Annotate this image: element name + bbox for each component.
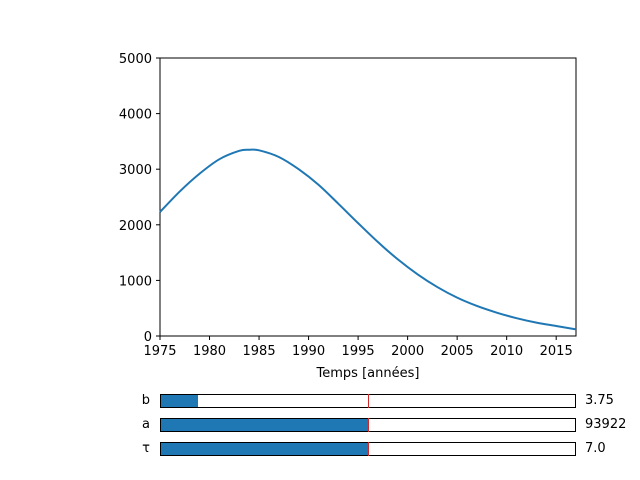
x-tick-label: 2015 [540, 344, 573, 359]
y-tick-label: 4000 [119, 108, 152, 123]
slider-tau[interactable]: τ 7.0 [0, 442, 640, 456]
plot-area [159, 57, 577, 337]
slider-b-track[interactable] [160, 394, 576, 408]
slider-tau-initial-marker [368, 442, 369, 456]
line-chart: 1975 1980 1985 1990 1995 2000 2005 2010 2015 0 10… [119, 52, 577, 381]
slider-b-value: 3.75 [585, 393, 614, 408]
slider-a-value: 93922 [585, 417, 627, 432]
slider-tau-track[interactable] [160, 442, 576, 456]
x-tick-label: 1995 [342, 344, 375, 359]
y-tick-label: 0 [144, 330, 152, 345]
slider-b-fill [161, 395, 199, 407]
x-tick-label: 2010 [490, 344, 523, 359]
x-tick-label: 1975 [143, 344, 176, 359]
slider-a-fill [161, 419, 368, 431]
slider-b-label: b [141, 393, 150, 408]
slider-tau-fill [161, 443, 368, 455]
x-tick-label: 2005 [441, 344, 474, 359]
y-tick-label: 1000 [119, 274, 152, 289]
x-axis-label: Temps [années] [316, 366, 420, 381]
y-axis: 0 1000 2000 3000 4000 5000 [119, 52, 160, 345]
series-line [159, 148, 577, 331]
slider-a-label: a [142, 417, 150, 432]
x-tick-label: 2000 [391, 344, 424, 359]
x-tick-label: 1980 [193, 344, 226, 359]
y-tick-label: 5000 [119, 52, 152, 67]
x-tick-label: 1985 [243, 344, 276, 359]
y-tick-label: 2000 [119, 219, 152, 234]
slider-b-initial-marker [368, 394, 369, 408]
x-axis: 1975 1980 1985 1990 1995 2000 2005 2010 2015 [143, 336, 573, 359]
slider-a[interactable]: a 93922 [0, 418, 640, 432]
slider-a-initial-marker [368, 418, 369, 432]
x-tick-label: 1990 [292, 344, 325, 359]
slider-tau-value: 7.0 [585, 441, 606, 456]
slider-tau-label: τ [142, 441, 150, 456]
y-tick-label: 3000 [119, 163, 152, 178]
slider-b[interactable]: b 3.75 [0, 394, 640, 408]
slider-a-track[interactable] [160, 418, 576, 432]
